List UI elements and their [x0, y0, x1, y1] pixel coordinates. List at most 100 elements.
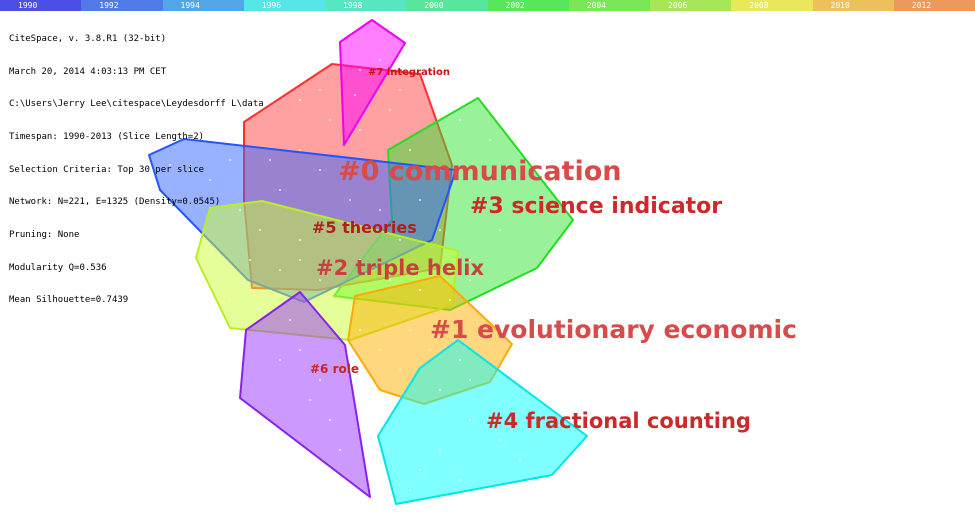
node-dot: [499, 229, 501, 231]
timeline-bar: 1990 1992 1994 1996 1998 2000 2002 2004 2006 2008…: [0, 0, 975, 11]
timeline-year-1998: 1998: [325, 0, 407, 11]
node-dot: [299, 149, 301, 151]
node-dot: [419, 289, 421, 291]
cluster-label-c5: #5 theories: [312, 218, 417, 237]
cluster-label-c2: #2 triple helix: [316, 256, 484, 280]
node-dot: [409, 329, 411, 331]
cluster-label-c3: #3 science indicator: [470, 194, 722, 219]
cluster-label-c1: #1 evolutionary economic: [430, 315, 797, 344]
node-dot: [409, 149, 411, 151]
node-dot: [519, 459, 521, 461]
cluster-label-c6: #6 role: [310, 362, 359, 376]
timeline-year-2010: 2010: [812, 0, 894, 11]
info-line: March 20, 2014 4:03:13 PM CET: [9, 66, 167, 77]
node-dot: [279, 189, 281, 191]
node-dot: [299, 349, 301, 351]
node-dot: [359, 259, 361, 261]
node-dot: [459, 479, 461, 481]
node-dot: [319, 89, 321, 91]
cluster-hull-c4: [377, 339, 588, 505]
node-dot: [499, 439, 501, 441]
info-line: Pruning: None: [9, 230, 80, 241]
node-dot: [459, 119, 461, 121]
node-dot: [279, 269, 281, 271]
cluster-hull-c6: [239, 291, 371, 498]
node-dot: [299, 239, 301, 241]
node-dot: [399, 89, 401, 91]
node-dot: [279, 359, 281, 361]
cluster-hull-c7: [339, 19, 406, 146]
info-line: Network: N=221, E=1325 (Density=0.0545): [9, 197, 221, 208]
node-dot: [319, 379, 321, 381]
timeline-year-2000: 2000: [406, 0, 488, 11]
node-dot: [439, 449, 441, 451]
timeline-year-2002: 2002: [487, 0, 569, 11]
node-dot: [469, 419, 471, 421]
node-dot: [389, 279, 391, 281]
node-dot: [189, 169, 191, 171]
node-dot: [389, 109, 391, 111]
node-dot: [329, 419, 331, 421]
node-dot: [469, 279, 471, 281]
node-dot: [319, 169, 321, 171]
info-line: Selection Criteria: Top 30 per slice: [9, 164, 205, 175]
node-dot: [354, 94, 356, 96]
timeline-year-2006: 2006: [650, 0, 732, 11]
node-dot: [209, 179, 211, 181]
node-dot: [259, 309, 261, 311]
node-dot: [439, 229, 441, 231]
node-dot: [359, 69, 361, 71]
node-dot: [379, 59, 381, 61]
timeline-year-1994: 1994: [162, 0, 244, 11]
node-dot: [469, 379, 471, 381]
node-dot: [359, 329, 361, 331]
node-dot: [249, 259, 251, 261]
timeline-year-2004: 2004: [568, 0, 650, 11]
node-dot: [289, 319, 291, 321]
network-info-panel: CiteSpace, v. 3.8.R1 (32-bit) March 20, …: [9, 12, 264, 317]
timeline-year-1996: 1996: [243, 0, 325, 11]
info-line: CiteSpace, v. 3.8.R1 (32-bit): [9, 33, 167, 44]
node-dot: [319, 279, 321, 281]
node-dot: [359, 129, 361, 131]
node-dot: [229, 299, 231, 301]
timeline-year-2008: 2008: [731, 0, 813, 11]
node-dot: [459, 359, 461, 361]
node-dot: [489, 139, 491, 141]
node-dot: [309, 399, 311, 401]
node-dot: [259, 229, 261, 231]
node-dot: [379, 349, 381, 351]
node-dot: [449, 299, 451, 301]
cluster-label-c0: #0 communication: [338, 156, 622, 187]
info-line: Mean Silhouette=0.7439: [9, 295, 129, 306]
node-dot: [329, 119, 331, 121]
node-dot: [439, 169, 441, 171]
node-dot: [509, 179, 511, 181]
node-dot: [229, 159, 231, 161]
info-line: C:\Users\Jerry Lee\citespace\Leydesdorff…: [9, 99, 264, 110]
node-dot: [419, 199, 421, 201]
timeline-year-2012: 2012: [893, 0, 975, 11]
node-dot: [239, 209, 241, 211]
node-dot: [299, 99, 301, 101]
node-dot: [269, 159, 271, 161]
node-dot: [469, 259, 471, 261]
node-dot: [339, 449, 341, 451]
info-line: Timespan: 1990-2013 (Slice Length=2): [9, 131, 205, 142]
node-dot: [379, 209, 381, 211]
node-dot: [419, 469, 421, 471]
node-dot: [399, 239, 401, 241]
node-dot: [429, 349, 431, 351]
cluster-label-c4: #4 fractional counting: [486, 409, 751, 433]
node-dot: [349, 199, 351, 201]
cluster-label-c7: #7 integration: [368, 67, 450, 78]
timeline-year-1990: 1990: [0, 0, 82, 11]
node-dot: [169, 164, 171, 166]
node-dot: [409, 489, 411, 491]
node-dot: [439, 389, 441, 391]
timeline-year-1992: 1992: [81, 0, 163, 11]
node-dot: [299, 259, 301, 261]
info-line: Modularity Q=0.536: [9, 262, 107, 273]
node-dot: [399, 369, 401, 371]
